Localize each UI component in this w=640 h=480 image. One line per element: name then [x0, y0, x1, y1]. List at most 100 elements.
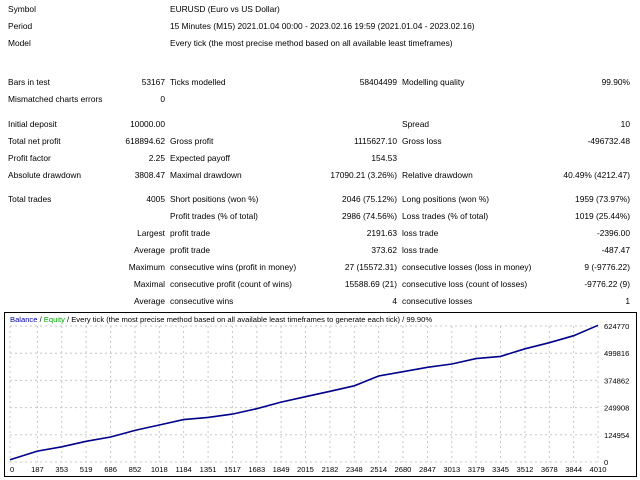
x-tick-label: 3512 — [517, 465, 534, 474]
x-tick-label: 1184 — [175, 465, 191, 474]
y-tick-label: 374862 — [604, 376, 629, 385]
x-tick-label: 187 — [31, 465, 44, 474]
avg-profit-label: profit trade — [170, 245, 211, 255]
average2-label: Average — [133, 296, 165, 306]
maximal-label: Maximal — [133, 279, 165, 289]
symbol-label: Symbol — [8, 4, 36, 14]
maxdd-label: Maximal drawdown — [170, 170, 242, 180]
x-tick-label: 3678 — [541, 465, 558, 474]
chart-svg: Balance / Equity / Every tick (the most … — [4, 312, 637, 477]
largest-label: Largest — [137, 228, 165, 238]
x-tick-label: 2514 — [370, 465, 387, 474]
max-label: Maximum — [128, 262, 165, 272]
y-tick-label: 499816 — [604, 349, 629, 358]
largest-loss-label: loss trade — [402, 228, 439, 238]
avg-loss-label: loss trade — [402, 245, 439, 255]
balance-line — [9, 324, 599, 461]
quality-label: Modelling quality — [402, 77, 465, 87]
symbol-value: EURUSD (Euro vs US Dollar) — [170, 4, 280, 14]
chart-header-text: / Every tick (the most precise method ba… — [65, 315, 432, 324]
cw-money-value: 27 (15572.31) — [344, 262, 397, 272]
mismatch-value: 0 — [160, 94, 165, 104]
pt-value: 2986 (74.56%) — [342, 211, 397, 221]
reldd-value: 40.49% (4212.47) — [563, 170, 630, 180]
grossloss-label: Gross loss — [402, 136, 442, 146]
deposit-label: Initial deposit — [8, 119, 57, 129]
ticks-value: 58404499 — [359, 77, 397, 87]
period-label: Period — [8, 21, 33, 31]
bars-value: 53167 — [141, 77, 165, 87]
lt-value: 1019 (25.44%) — [575, 211, 630, 221]
trades-label: Total trades — [8, 194, 52, 204]
absdd-value: 3808.47 — [134, 170, 165, 180]
spread-label: Spread — [402, 119, 430, 129]
balance-chart: Balance / Equity / Every tick (the most … — [4, 312, 637, 477]
trades-value: 4005 — [146, 194, 165, 204]
x-tick-label: 1683 — [248, 465, 265, 474]
cp-count-value: 15588.69 (21) — [344, 279, 397, 289]
x-tick-label: 519 — [80, 465, 93, 474]
grid — [9, 325, 599, 463]
x-tick-label: 2680 — [395, 465, 412, 474]
x-tick-label: 3179 — [468, 465, 485, 474]
cl-money-label: consecutive losses (loss in money) — [402, 262, 532, 272]
y-axis: 624770 499816 374862 249908 124954 0 — [604, 322, 629, 467]
x-tick-label: 2015 — [297, 465, 314, 474]
period-value: 15 Minutes (M15) 2021.01.04 00:00 - 2023… — [170, 21, 475, 31]
largest-loss-value: -2396.00 — [596, 228, 630, 238]
x-axis: 0 187 353 519 686 852 1018 1184 1351 1517 1683 1849… — [10, 465, 606, 474]
chart-frame — [4, 312, 637, 477]
x-tick-label: 852 — [129, 465, 142, 474]
deposit-value: 10000.00 — [130, 119, 165, 129]
avg-profit-value: 373.62 — [371, 245, 397, 255]
model-label: Model — [8, 38, 31, 48]
short-label: Short positions (won %) — [170, 194, 259, 204]
x-tick-label: 1351 — [200, 465, 217, 474]
largest-profit-value: 2191.63 — [366, 228, 397, 238]
netprofit-value: 618894.62 — [125, 136, 165, 146]
maxdd-value: 17090.21 (3.26%) — [330, 170, 397, 180]
legend-balance: Balance — [10, 315, 37, 324]
legend-equity: Equity — [44, 315, 65, 324]
spread-value: 10 — [620, 119, 630, 129]
chart-header: Balance / Equity / Every tick (the most … — [10, 315, 432, 324]
x-tick-label: 2847 — [419, 465, 436, 474]
grossloss-value: -496732.48 — [587, 136, 630, 146]
x-tick-label: 1018 — [151, 465, 168, 474]
x-tick-label: 4010 — [590, 465, 607, 474]
x-tick-label: 2348 — [346, 465, 363, 474]
x-tick-label: 1849 — [273, 465, 290, 474]
x-tick-label: 3345 — [492, 465, 509, 474]
reldd-label: Relative drawdown — [402, 170, 473, 180]
avg-label: Average — [133, 245, 165, 255]
x-tick-label: 1517 — [224, 465, 241, 474]
cp-count-label: consecutive profit (count of wins) — [170, 279, 292, 289]
x-tick-label: 353 — [55, 465, 68, 474]
quality-value: 99.90% — [601, 77, 630, 87]
avg-cl-label: consecutive losses — [402, 296, 473, 306]
mismatch-label: Mismatched charts errors — [8, 94, 103, 104]
y-tick-label: 624770 — [604, 322, 629, 331]
cl-count-label: consecutive loss (count of losses) — [402, 279, 528, 289]
x-tick-label: 0 — [10, 465, 14, 474]
lt-label: Loss trades (% of total) — [402, 211, 489, 221]
absdd-label: Absolute drawdown — [8, 170, 82, 180]
y-tick-label: 124954 — [604, 431, 629, 440]
avg-cw-value: 4 — [392, 296, 397, 306]
pf-label: Profit factor — [8, 153, 51, 163]
cw-money-label: consecutive wins (profit in money) — [170, 262, 297, 272]
ticks-label: Ticks modelled — [170, 77, 226, 87]
model-value: Every tick (the most precise method base… — [170, 38, 453, 48]
avg-loss-value: -487.47 — [601, 245, 630, 255]
avg-cw-label: consecutive wins — [170, 296, 234, 306]
x-tick-label: 3844 — [565, 465, 582, 474]
pf-value: 2.25 — [148, 153, 165, 163]
grossprofit-value: 1115627.10 — [353, 136, 397, 146]
x-tick-label: 686 — [104, 465, 117, 474]
x-tick-label: 3013 — [443, 465, 460, 474]
long-label: Long positions (won %) — [402, 194, 490, 204]
bars-label: Bars in test — [8, 77, 50, 87]
y-tick-label: 0 — [604, 458, 608, 467]
largest-profit-label: profit trade — [170, 228, 211, 238]
payoff-value: 154.53 — [371, 153, 397, 163]
